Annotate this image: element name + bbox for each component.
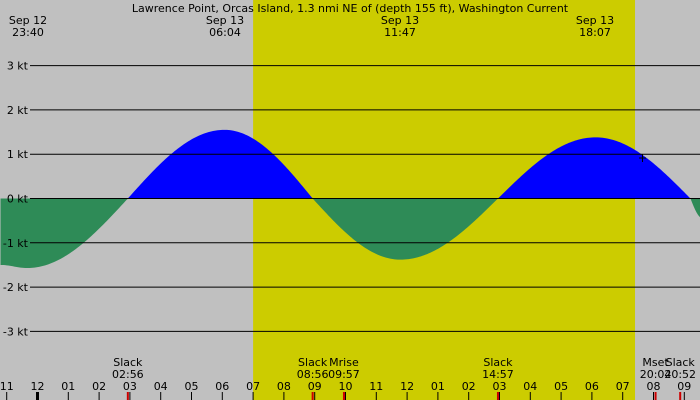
x-tick-label: 02 (92, 380, 106, 393)
x-tick-label: 01 (431, 380, 445, 393)
event-time: 08:56 (297, 368, 329, 381)
x-tick-label: 01 (61, 380, 75, 393)
y-tick-label: -3 kt (3, 325, 29, 338)
x-tick-label: 04 (523, 380, 537, 393)
x-tick-label: 03 (493, 380, 507, 393)
y-tick-label: 1 kt (7, 148, 29, 161)
event-label: Mrise (329, 356, 359, 369)
chart-title: Lawrence Point, Orcas Island, 1.3 nmi NE… (132, 2, 569, 15)
event-time: 09:57 (328, 368, 360, 381)
x-tick-label: 12 (400, 380, 414, 393)
top-time-label: 11:47 (384, 26, 416, 39)
top-date-label: Sep 13 (381, 14, 419, 27)
x-tick-label: 09 (308, 380, 322, 393)
event-label: Mset (642, 356, 669, 369)
cursor-marker (639, 154, 646, 162)
top-date-label: Sep 12 (9, 14, 47, 27)
y-tick-label: -1 kt (3, 237, 29, 250)
top-date-label: Sep 13 (206, 14, 244, 27)
x-tick-label: 08 (647, 380, 661, 393)
x-tick-label: 07 (616, 380, 630, 393)
x-tick-label: 10 (339, 380, 353, 393)
x-tick-label: 08 (277, 380, 291, 393)
y-tick-label: 0 kt (7, 193, 29, 206)
event-label: Slack (483, 356, 513, 369)
x-tick-label: 11 (369, 380, 383, 393)
y-tick-label: 3 kt (7, 60, 29, 73)
y-tick-label: -2 kt (3, 281, 29, 294)
y-tick-label: 2 kt (7, 104, 29, 117)
x-tick-label: 04 (154, 380, 168, 393)
top-time-label: 06:04 (209, 26, 241, 39)
x-tick-label: 09 (677, 380, 691, 393)
x-tick-label: 06 (585, 380, 599, 393)
event-time: 20:04 (640, 368, 672, 381)
top-date-label: Sep 13 (576, 14, 614, 27)
x-tick-label: 03 (123, 380, 137, 393)
x-tick-label: 02 (462, 380, 476, 393)
flood-current-area (0, 129, 700, 199)
event-time: 20:52 (664, 368, 696, 381)
event-label: Slack (666, 356, 696, 369)
event-label: Slack (298, 356, 328, 369)
event-time: 02:56 (112, 368, 144, 381)
x-tick-label: 12 (31, 380, 45, 393)
x-tick-label: 07 (246, 380, 260, 393)
top-time-label: 18:07 (579, 26, 611, 39)
event-time: 14:57 (482, 368, 514, 381)
top-time-label: 23:40 (12, 26, 44, 39)
x-tick-label: 06 (215, 380, 229, 393)
x-tick-label: 05 (554, 380, 568, 393)
event-label: Slack (113, 356, 143, 369)
ebb-current-area (0, 198, 700, 269)
x-tick-label: 05 (185, 380, 199, 393)
x-tick-label: 11 (0, 380, 14, 393)
